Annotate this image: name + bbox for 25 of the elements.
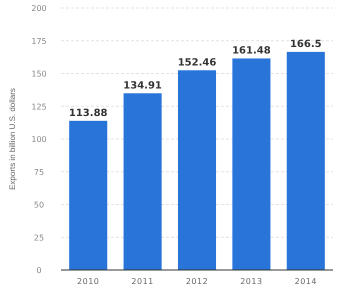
bar [232,58,270,270]
bar [69,120,108,270]
y-axis-title: Exports in billion U.S. dollars [8,88,17,190]
x-tick-label: 2011 [131,277,154,286]
bar [124,93,162,270]
data-label: 166.5 [290,38,322,50]
y-tick-label: 75 [34,168,44,177]
y-tick-label: 125 [31,102,47,112]
x-tick-label: 2014 [294,277,317,286]
y-tick-label: 100 [31,135,47,144]
y-tick-label: 50 [34,200,44,210]
y-tick-label: 150 [31,70,47,78]
y-tick-label: 0 [36,266,42,275]
bar [286,52,325,270]
data-label: 113.88 [68,108,108,119]
data-label: 152.46 [178,57,216,68]
y-tick-label: 175 [31,36,47,46]
y-tick-label: 25 [34,233,44,242]
data-label: 161.48 [232,45,271,56]
bar [178,70,216,270]
x-tick-label: 2010 [77,277,100,286]
y-tick-label: 200 [31,4,47,13]
x-tick-label: 2013 [240,277,263,286]
data-label: 134.91 [123,80,162,92]
x-tick-label: 2012 [186,277,208,286]
